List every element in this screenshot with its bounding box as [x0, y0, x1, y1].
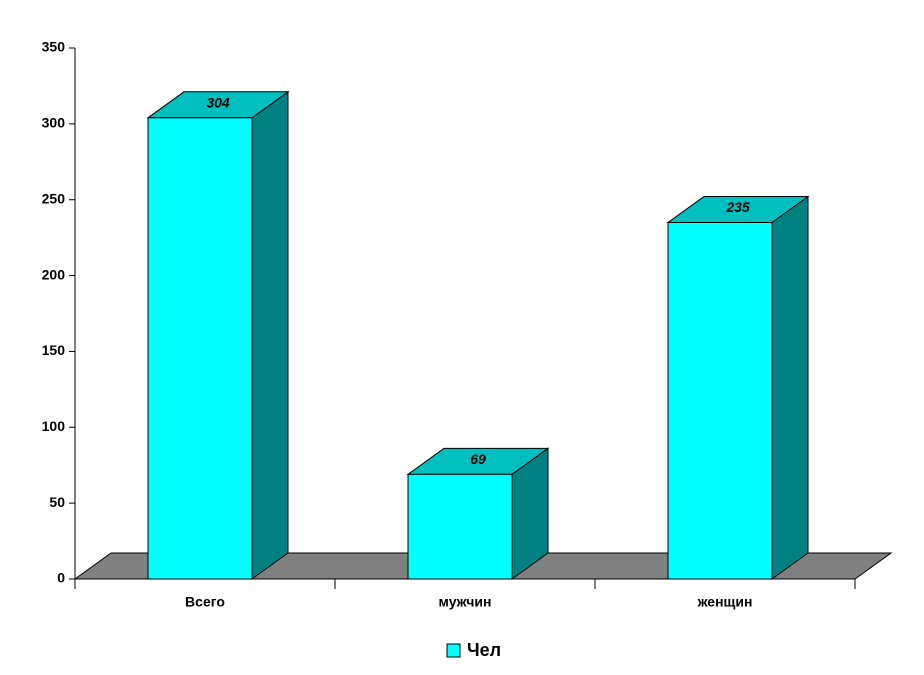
x-tick-label: Всего: [185, 594, 225, 610]
bar: [667, 221, 773, 580]
data-label: 69: [470, 451, 486, 467]
bar-side: [771, 195, 809, 580]
y-tick-label: 100: [42, 418, 66, 434]
y-tick-label: 300: [42, 115, 66, 131]
x-tick-label: мужчин: [439, 594, 492, 610]
bar: [147, 117, 253, 580]
y-tick-label: 250: [42, 190, 66, 206]
y-tick-label: 0: [57, 570, 65, 586]
bar-side: [251, 90, 289, 580]
legend-swatch: [446, 643, 461, 658]
y-tick-label: 50: [49, 494, 65, 510]
y-tick-label: 150: [42, 342, 66, 358]
y-tick-label: 200: [42, 266, 66, 282]
y-tick-label: 350: [42, 39, 66, 55]
legend-label: Чел: [467, 640, 501, 660]
bar: [407, 473, 513, 580]
x-tick-label: женщин: [697, 594, 753, 610]
data-label: 235: [725, 199, 750, 215]
data-label: 304: [206, 94, 230, 110]
